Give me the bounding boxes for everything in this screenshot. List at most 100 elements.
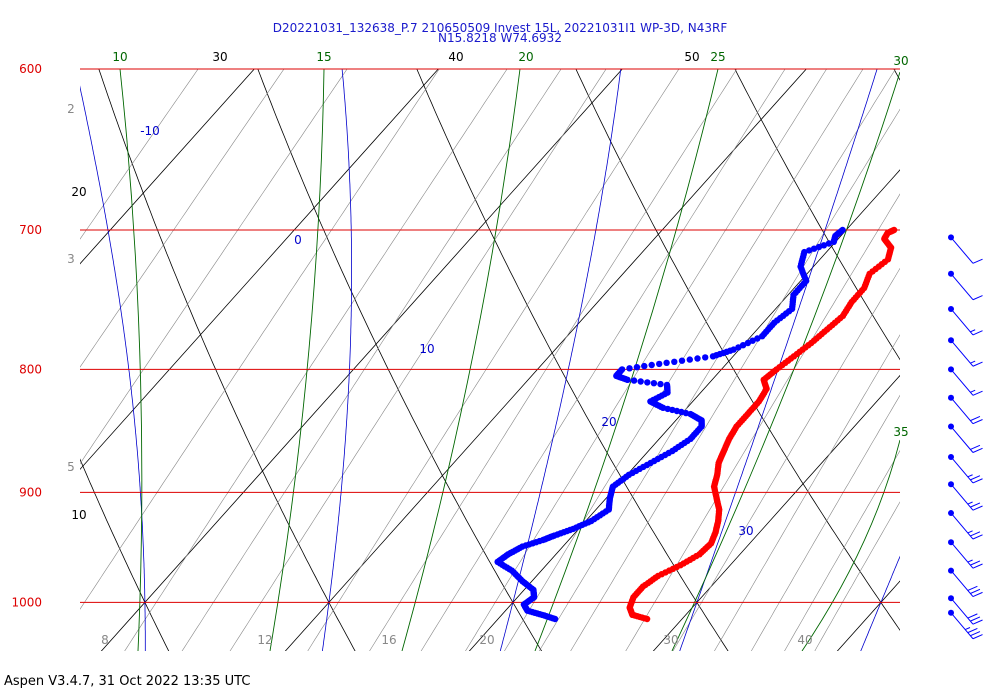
wind-barb-flag (970, 444, 981, 450)
saturation-adiabat-line (860, 555, 900, 651)
dry-adiabat-line (416, 69, 729, 651)
dry-adiabat-tick-label: 10 (112, 50, 127, 64)
wind-barb (948, 453, 983, 484)
mixing-ratio-line (465, 69, 827, 651)
wind-barb-shaft (950, 369, 974, 396)
mixing-ratio-tick-label: 2 (67, 102, 75, 116)
wind-barbs (948, 234, 983, 640)
saturation-adiabat-line (80, 85, 146, 651)
dry-adiabat-line (257, 69, 543, 651)
dewpoint-point (820, 242, 828, 249)
saturation-adiabat-line (321, 69, 353, 651)
dewpoint-point (694, 355, 701, 362)
wind-barb-half-flag (970, 389, 976, 393)
wind-barb-shaft (950, 612, 974, 640)
pressure-tick-label: 1000 (11, 595, 42, 609)
wind-barb-flag (970, 616, 981, 622)
dewpoint-point (641, 362, 648, 370)
dewpoint-point (633, 364, 641, 371)
wind-barb (948, 510, 983, 540)
wind-barb-half-flag (967, 530, 973, 534)
saturation-adiabat-line (679, 69, 878, 651)
dewpoint-point (637, 378, 644, 385)
dewpoint-point (730, 346, 737, 353)
isotherm-line (80, 69, 255, 265)
wind-barb (948, 305, 983, 336)
wind-barb (948, 234, 983, 264)
dry-adiabat-line (893, 69, 900, 81)
wind-barb-flag (972, 563, 983, 569)
isotherm-line (80, 69, 439, 470)
mixing-ratio-tick-label: 20 (479, 633, 494, 647)
mixing-ratio-tick-label: 12 (257, 633, 272, 647)
green-adiabat-line (269, 69, 325, 651)
dewpoint-point (618, 366, 626, 373)
wind-barb (948, 595, 983, 625)
dry-adiabat-tick-label: 35 (893, 425, 908, 439)
dry-adiabat-line (0, 0, 6, 700)
dry-adiabat-line (80, 458, 170, 651)
isotherm-tick-label: 50 (684, 50, 699, 64)
green-adiabat-line (401, 69, 521, 651)
wind-barb (948, 423, 983, 453)
wind-barb-flag (972, 258, 983, 264)
dewpoint-point (626, 365, 633, 372)
dry-adiabat-tick-label: 25 (710, 50, 725, 64)
dry-adiabat-tick-label: 20 (518, 50, 533, 64)
wind-barb-half-flag (967, 559, 973, 563)
dewpoint-point (656, 360, 663, 368)
wind-barb-flag (972, 361, 983, 367)
wind-barb-half-flag (970, 360, 976, 364)
dewpoint-point (650, 380, 658, 387)
dry-adiabat-tick-label: 15 (316, 50, 331, 64)
mixing-ratio-tick-label: 8 (101, 633, 109, 647)
wind-barb-shaft (950, 308, 974, 336)
dewpoint-point (815, 243, 823, 251)
wind-barb-flag (972, 505, 983, 511)
green-adiabat-line (119, 69, 143, 651)
helper (367, 0, 998, 700)
wind-barb-flag (967, 585, 978, 591)
dry-adiabat-line (734, 69, 900, 361)
isotherm-line (468, 169, 900, 651)
mixing-ratio-line (538, 69, 896, 651)
wind-barb-flag (970, 415, 981, 422)
dewpoint-point (749, 337, 756, 344)
wind-barb-half-flag (967, 474, 973, 478)
wind-barb (948, 394, 983, 425)
mixing-ratio-line (181, 69, 562, 651)
green-adiabat-line (534, 69, 719, 651)
wind-barb-flag (972, 478, 983, 484)
wind-barb-flag (972, 295, 983, 301)
mixing-ratio-line (570, 108, 900, 651)
dewpoint-point (630, 377, 638, 384)
dry-adiabat-tick-label: 30 (893, 54, 908, 68)
wind-barb-flag (970, 631, 981, 637)
isotherm-tick-label: 20 (71, 185, 86, 199)
saturation-adiabat-line (499, 69, 622, 651)
mixing-ratio-line (369, 69, 738, 651)
wind-barb-flag (972, 447, 983, 453)
mixing-ratio-line (307, 69, 680, 651)
wind-barb-shaft (950, 456, 974, 484)
dewpoint-point (702, 354, 709, 361)
wind-barb-flag (972, 634, 983, 640)
wind-barb (948, 337, 983, 367)
wind-barb-flag (972, 390, 983, 396)
dewpoint-point (671, 358, 678, 365)
wind-barb (948, 567, 983, 598)
mixing-ratio-line (420, 69, 786, 651)
temperature-profile (626, 226, 898, 623)
pressure-tick-label: 600 (19, 62, 42, 76)
isotherm-line (836, 580, 900, 651)
wind-barb-flag (970, 588, 981, 594)
mixing-ratio-line (714, 334, 900, 651)
mixing-ratio-line (80, 69, 285, 368)
footer-text: Aspen V3.4.7, 31 Oct 2022 13:35 UTC (4, 674, 251, 689)
green-adiabat-line (801, 439, 900, 651)
wind-barb-shaft (950, 512, 974, 540)
saturation-adiabat-tick-label: 20 (601, 415, 616, 429)
wind-barb-shaft (950, 339, 974, 367)
dewpoint-point (825, 240, 833, 247)
